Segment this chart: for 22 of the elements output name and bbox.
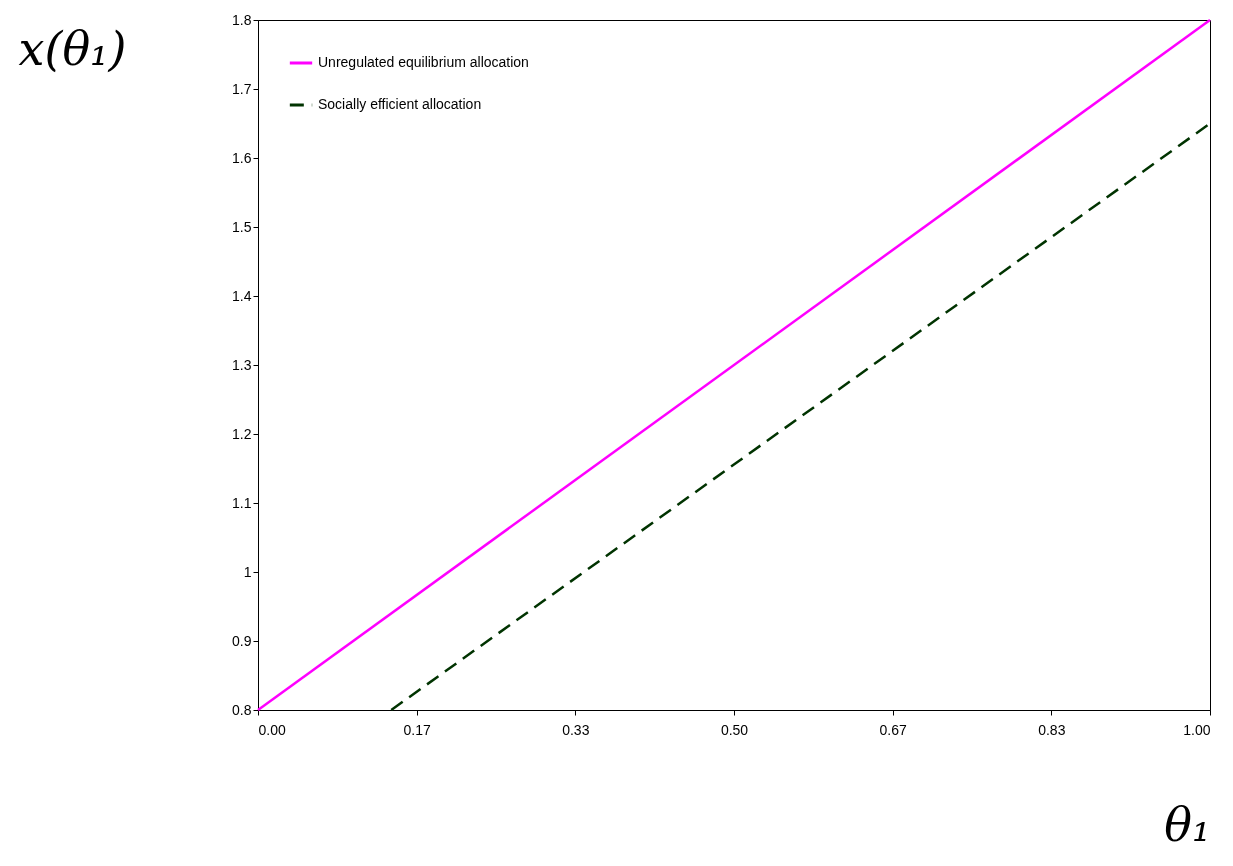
y-tick-label: 1.8 [232, 11, 252, 28]
y-tick-label: 0.9 [232, 632, 252, 649]
y-tick-label: 0.8 [232, 701, 252, 718]
y-tick-label: 1.5 [232, 218, 252, 235]
x-tick-label: 1.00 [1183, 721, 1211, 738]
y-tick-label: 1.6 [232, 149, 252, 166]
y-axis-title: x(θ₁) [18, 21, 127, 76]
x-tick-label: 0.67 [879, 721, 908, 738]
y-tick-label: 1 [243, 563, 252, 580]
y-tick-label: 1.7 [232, 80, 252, 97]
y-tick-label: 1.2 [232, 425, 252, 442]
x-tick-label: 0.33 [562, 721, 590, 738]
x-tick-label: 0.00 [258, 721, 286, 738]
x-tick-label: 0.50 [720, 721, 749, 738]
legend-label: Unregulated equilibrium allocation [318, 54, 529, 70]
y-tick-label: 1.4 [232, 287, 252, 304]
y-tick-label: 1.3 [232, 356, 252, 373]
legend-label: Socially efficient allocation [318, 96, 482, 112]
x-tick-label: 0.17 [403, 721, 432, 738]
x-tick-label: 0.83 [1038, 721, 1066, 738]
x-axis-title: θ₁ [1164, 797, 1211, 852]
y-tick-label: 1.1 [232, 494, 252, 511]
